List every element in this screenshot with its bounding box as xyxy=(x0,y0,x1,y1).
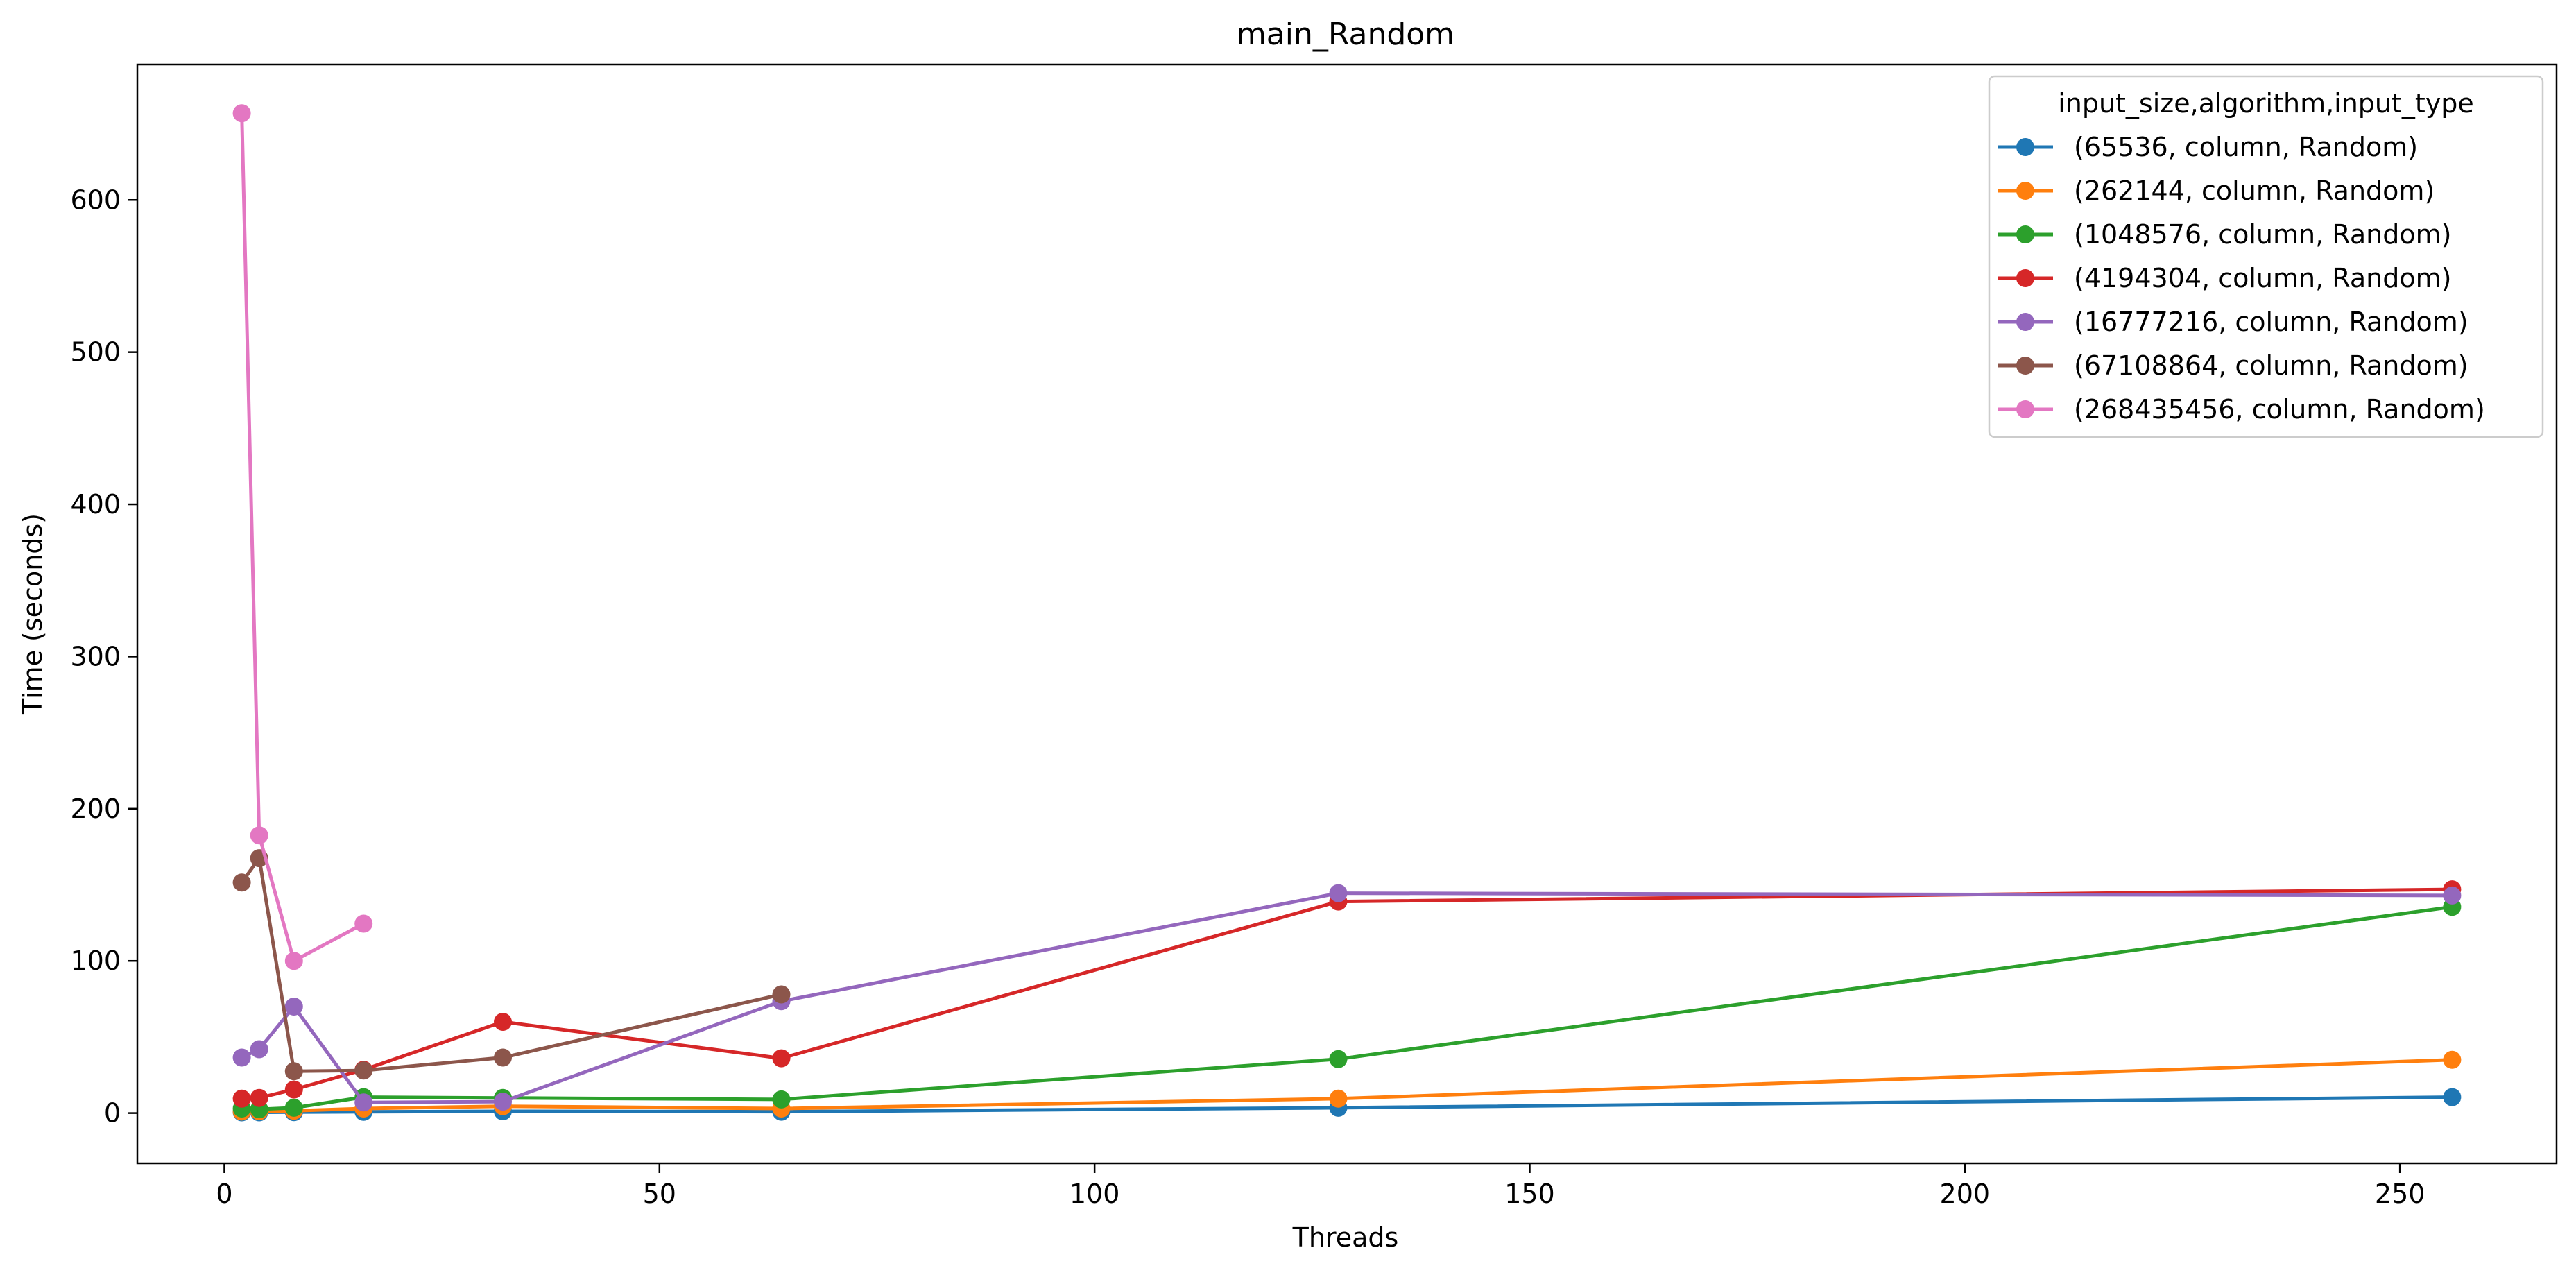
y-tick-label: 200 xyxy=(70,794,121,824)
legend-entry: (262144, column, Random) xyxy=(1998,176,2435,206)
legend-swatch-marker xyxy=(2016,313,2034,331)
x-tick-label: 50 xyxy=(643,1179,676,1209)
legend-entry: (1048576, column, Random) xyxy=(1998,219,2451,250)
series-layer xyxy=(232,104,2462,1122)
data-point xyxy=(250,826,268,845)
legend-entry: (67108864, column, Random) xyxy=(1998,350,2468,381)
series-6 xyxy=(232,104,373,970)
series-line xyxy=(240,111,366,963)
legend-label: (1048576, column, Random) xyxy=(2074,219,2451,250)
y-axis-ticks: 0 100 200 300 400 500 600 xyxy=(70,185,137,1129)
data-point xyxy=(232,1089,251,1108)
y-tick-label: 0 xyxy=(104,1098,121,1129)
y-tick-label: 400 xyxy=(70,489,121,520)
data-point xyxy=(354,1061,373,1080)
x-tick-label: 100 xyxy=(1070,1179,1120,1209)
legend-label: (16777216, column, Random) xyxy=(2074,307,2468,337)
chart-title: main_Random xyxy=(1237,17,1454,52)
x-tick-label: 150 xyxy=(1504,1179,1555,1209)
data-point xyxy=(354,914,373,933)
data-point xyxy=(494,1048,512,1067)
legend-entry: (4194304, column, Random) xyxy=(1998,263,2451,293)
x-axis-label: Threads xyxy=(1292,1222,1399,1253)
data-point xyxy=(284,1062,303,1081)
x-tick-label: 0 xyxy=(216,1179,232,1209)
data-point xyxy=(284,998,303,1016)
legend-label: (4194304, column, Random) xyxy=(2074,263,2451,293)
y-tick-label: 300 xyxy=(70,641,121,671)
data-point xyxy=(772,985,791,1004)
data-point xyxy=(2443,886,2462,905)
legend-entries: (65536, column, Random) (262144, column, … xyxy=(1998,132,2485,425)
legend-entry: (16777216, column, Random) xyxy=(1998,307,2468,337)
data-point xyxy=(1329,884,1348,902)
data-point xyxy=(772,1049,791,1068)
legend: input_size,algorithm,input_type (65536, … xyxy=(1988,75,2544,438)
legend-swatch-marker xyxy=(2016,400,2034,418)
series-line xyxy=(240,891,2454,1104)
data-point xyxy=(232,1048,251,1067)
series-5 xyxy=(232,849,791,1081)
data-point xyxy=(250,1088,268,1107)
data-point xyxy=(232,873,251,892)
data-point xyxy=(284,1098,303,1117)
data-point xyxy=(494,1093,512,1111)
y-tick-label: 100 xyxy=(70,945,121,976)
x-axis-ticks: 0 50 100 150 200 250 xyxy=(216,1163,2425,1209)
data-point xyxy=(2443,1088,2462,1106)
legend-title: input_size,algorithm,input_type xyxy=(2058,88,2474,119)
y-tick-label: 600 xyxy=(70,185,121,215)
legend-swatch-marker xyxy=(2016,138,2034,156)
legend-label: (262144, column, Random) xyxy=(2074,176,2435,206)
data-point xyxy=(1329,1089,1348,1108)
plot-frame xyxy=(136,63,2558,1165)
plot-area xyxy=(136,63,2558,1165)
data-point xyxy=(284,1080,303,1099)
data-point xyxy=(250,1040,268,1059)
data-point xyxy=(494,1013,512,1031)
legend-swatch-marker xyxy=(2016,357,2034,375)
y-axis-label: Time (seconds) xyxy=(17,513,48,715)
data-point xyxy=(772,1090,791,1109)
legend-label: (67108864, column, Random) xyxy=(2074,350,2468,381)
legend-label: (65536, column, Random) xyxy=(2074,132,2418,162)
legend-swatch-marker xyxy=(2016,269,2034,287)
legend-entry: (268435456, column, Random) xyxy=(1998,394,2485,425)
y-tick-label: 500 xyxy=(70,337,121,368)
data-point xyxy=(1329,1050,1348,1068)
legend-box xyxy=(1988,75,2544,438)
legend-entry: (65536, column, Random) xyxy=(1998,132,2418,162)
data-point xyxy=(284,952,303,970)
x-tick-label: 250 xyxy=(2375,1179,2425,1209)
data-point xyxy=(2443,1050,2462,1069)
legend-swatch-marker xyxy=(2016,182,2034,200)
legend-swatch-marker xyxy=(2016,225,2034,243)
data-point xyxy=(232,104,251,123)
data-point xyxy=(354,1093,373,1112)
x-tick-label: 200 xyxy=(1940,1179,1991,1209)
legend-label: (268435456, column, Random) xyxy=(2074,394,2485,425)
